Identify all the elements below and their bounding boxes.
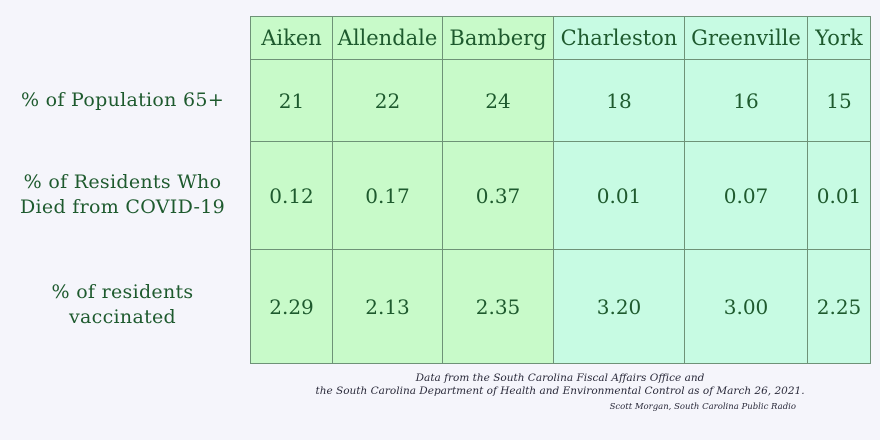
row-label-line: % of Residents Who	[23, 170, 222, 193]
value-cell: 2.35	[442, 249, 554, 364]
value-cell: 2.13	[332, 249, 443, 364]
table-row: 0.12 0.17 0.37 0.01 0.07 0.01	[250, 141, 871, 250]
value-cell: 2.25	[807, 249, 871, 364]
value-cell: 0.01	[553, 141, 685, 250]
row-label-line: % of Population 65+	[20, 89, 225, 111]
county-header-bamberg: Bamberg	[442, 16, 554, 60]
value-cell: 0.01	[807, 141, 871, 250]
header-row: Aiken Allendale Bamberg Charleston Green…	[250, 16, 871, 60]
table-row: 21 22 24 18 16 15	[250, 59, 871, 142]
value-cell: 2.29	[250, 249, 333, 364]
value-cell: 3.00	[684, 249, 808, 364]
row-label-line: vaccinated	[68, 305, 177, 328]
row-label-line: Died from COVID-19	[20, 195, 225, 218]
value-cell: 0.37	[442, 141, 554, 250]
value-cell: 15	[807, 59, 871, 142]
row-label-vaccinated: % of residents vaccinated	[0, 248, 245, 361]
county-header-greenville: Greenville	[684, 16, 808, 60]
county-data-table: Aiken Allendale Bamberg Charleston Green…	[250, 16, 871, 364]
county-header-charleston: Charleston	[553, 16, 685, 60]
row-label-population-65: % of Population 65+	[0, 60, 245, 141]
row-label-covid-deaths: % of Residents Who Died from COVID-19	[0, 141, 245, 248]
value-cell: 0.17	[332, 141, 443, 250]
value-cell: 0.12	[250, 141, 333, 250]
value-cell: 24	[442, 59, 554, 142]
value-cell: 16	[684, 59, 808, 142]
credit-line: Scott Morgan, South Carolina Public Radi…	[609, 402, 796, 412]
county-header-allendale: Allendale	[332, 16, 443, 60]
county-header-york: York	[807, 16, 871, 60]
table-row: 2.29 2.13 2.35 3.20 3.00 2.25	[250, 249, 871, 364]
value-cell: 22	[332, 59, 443, 142]
row-label-line: % of residents	[51, 280, 194, 303]
value-cell: 21	[250, 59, 333, 142]
value-cell: 0.07	[684, 141, 808, 250]
value-cell: 18	[553, 59, 685, 142]
value-cell: 3.20	[553, 249, 685, 364]
footnote-line: Data from the South Carolina Fiscal Affa…	[415, 372, 705, 384]
footnote-line: the South Carolina Department of Health …	[315, 385, 805, 397]
source-footnote: Data from the South Carolina Fiscal Affa…	[250, 372, 870, 398]
county-header-aiken: Aiken	[250, 16, 333, 60]
